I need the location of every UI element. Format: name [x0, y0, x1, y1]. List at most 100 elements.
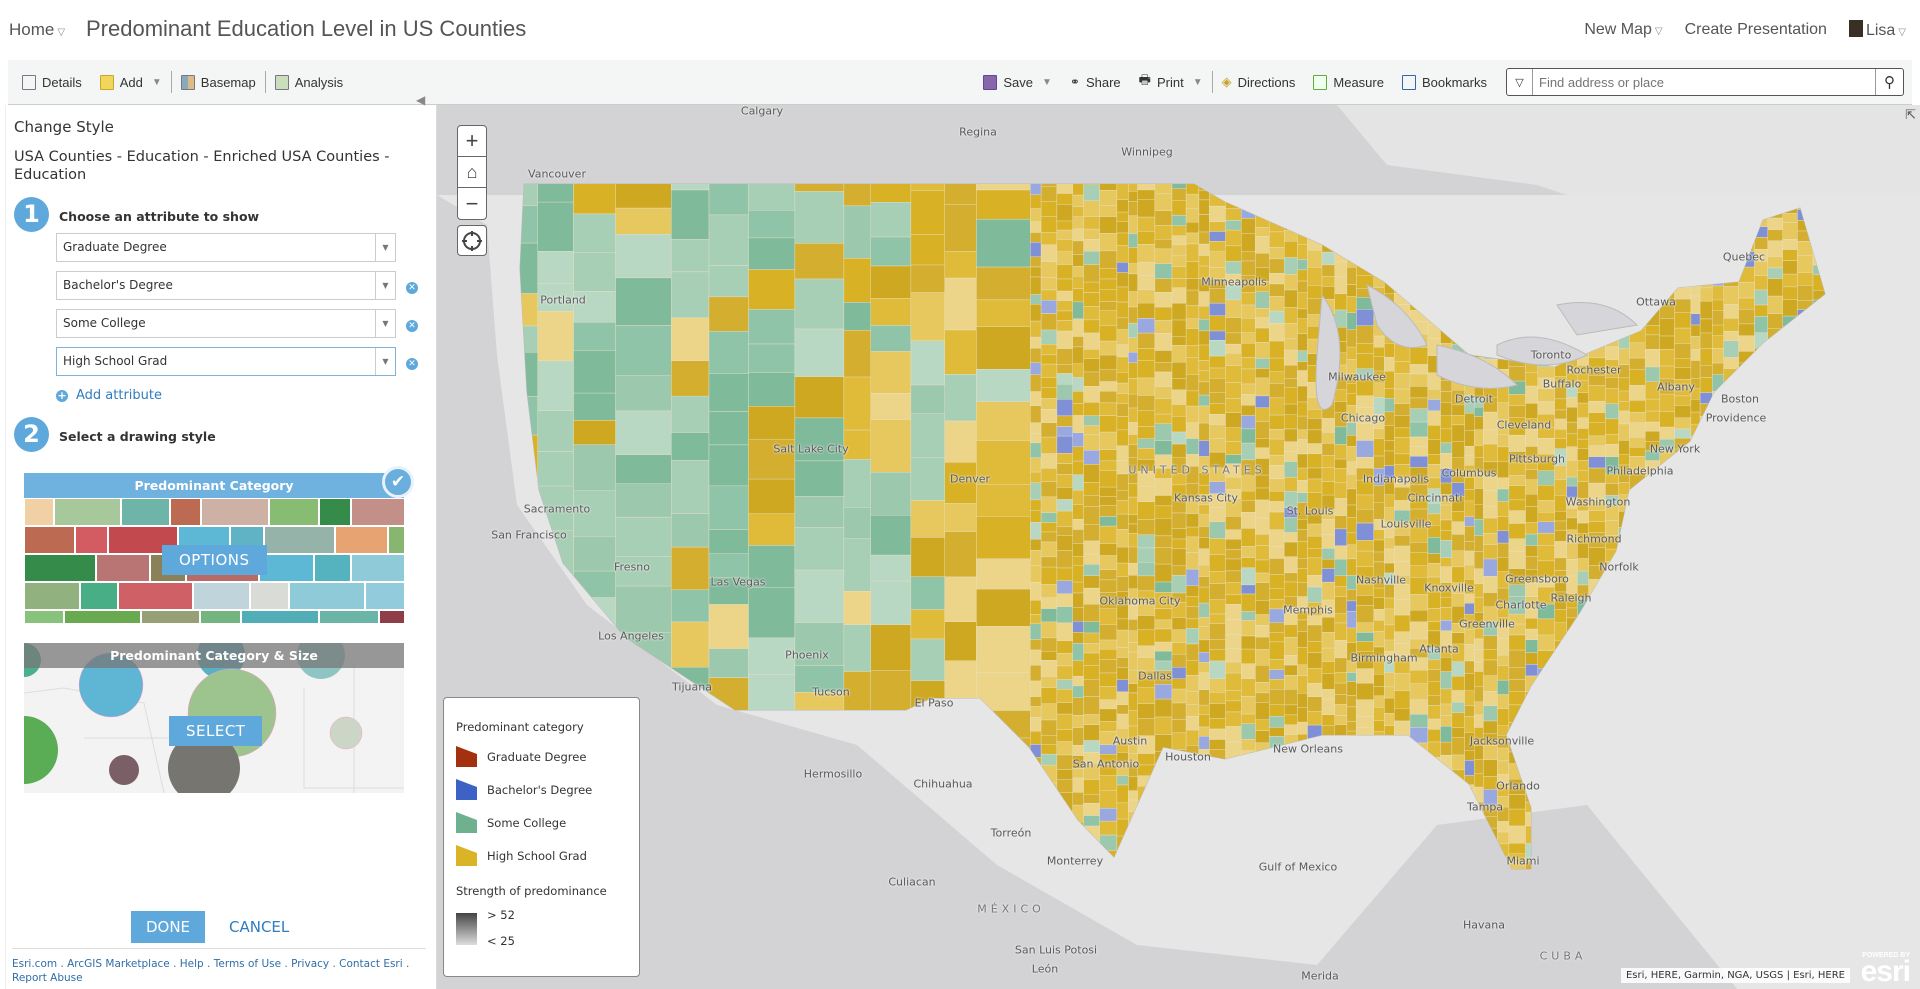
map-view[interactable]: Calgary Regina Winnipeg Vancouver Quebec Otta… [437, 105, 1920, 989]
remove-attribute-icon[interactable]: ✕ [406, 320, 418, 332]
footer-link[interactable]: Esri.com [12, 958, 58, 970]
county-cell [615, 454, 672, 485]
county-cell [1040, 387, 1058, 399]
county-cell [1307, 557, 1323, 576]
county-cell [1394, 879, 1410, 896]
bookmarks-button[interactable]: Bookmarks [1393, 74, 1496, 90]
share-button[interactable]: ⚭ Share [1061, 75, 1130, 90]
county-cell [1440, 607, 1453, 621]
county-cell [1072, 254, 1084, 267]
county-cell [1099, 190, 1118, 206]
county-cell [1269, 501, 1285, 513]
county-cell [1040, 244, 1058, 263]
county-cell [1767, 217, 1783, 230]
county-cell [1618, 401, 1630, 412]
county-cell [1618, 423, 1630, 441]
county-cell [1428, 870, 1441, 883]
measure-button[interactable]: Measure [1304, 74, 1393, 90]
footer-link[interactable]: Report Abuse [12, 972, 83, 984]
details-button[interactable]: Details [8, 74, 91, 90]
county-cell [1497, 477, 1510, 490]
footer-link[interactable]: Privacy [291, 958, 330, 970]
county-cell [1473, 568, 1484, 585]
map-label: Greensboro [1505, 572, 1569, 586]
county-cell [1409, 594, 1429, 611]
directions-button[interactable]: ◈ Directions [1213, 74, 1305, 90]
zoom-in-button[interactable]: + [458, 126, 486, 157]
basemap-button[interactable]: Basemap [172, 74, 265, 90]
county-cell [1030, 433, 1042, 444]
county-cell [1373, 551, 1385, 563]
search-source-dropdown[interactable]: ▽ [1507, 69, 1533, 95]
county-cell [1427, 681, 1441, 696]
county-cell [708, 731, 749, 773]
footer-link[interactable]: ArcGIS Marketplace [67, 958, 170, 970]
county-cell [1645, 348, 1661, 368]
save-button[interactable]: Save ▼ [974, 74, 1061, 90]
search-icon[interactable]: ⚲ [1875, 69, 1903, 95]
county-cell [1083, 425, 1100, 436]
print-button[interactable]: 🖶 Print ▼ [1130, 71, 1212, 93]
county-cell [1373, 347, 1385, 357]
county-cell [1567, 884, 1578, 895]
county-cell [1225, 570, 1242, 583]
county-cell [1307, 453, 1323, 469]
add-attribute-link[interactable]: + Add attribute [56, 388, 162, 403]
cancel-button[interactable]: CANCEL [229, 918, 290, 936]
county-cell [1269, 679, 1285, 690]
county-cell [944, 840, 977, 869]
attribute-select[interactable]: High School Grad ▼ [56, 347, 396, 376]
style-tile-predominant-category-size[interactable]: Predominant Category & Size SELECT [24, 643, 404, 793]
expand-icon[interactable]: ⇱ [1905, 107, 1916, 122]
county-cell [1394, 388, 1411, 404]
county-cell [1040, 735, 1058, 746]
analysis-button[interactable]: Analysis [266, 74, 352, 90]
county-cell [1525, 812, 1538, 827]
attribute-select[interactable]: Some College ▼ [56, 309, 396, 338]
county-cell [1099, 267, 1118, 280]
county-cell [1072, 685, 1084, 699]
zoom-out-button[interactable]: − [465, 190, 479, 216]
county-cell [1241, 723, 1256, 740]
county-cell [1334, 682, 1348, 695]
add-button[interactable]: Add ▼ [91, 74, 171, 90]
county-cell [1373, 356, 1385, 372]
create-presentation-link[interactable]: Create Presentation [1684, 21, 1827, 38]
remove-attribute-icon[interactable]: ✕ [406, 358, 418, 370]
attribute-select[interactable]: Bachelor's Degree ▼ [56, 271, 396, 300]
footer-link[interactable]: Help [179, 958, 204, 970]
options-button[interactable]: OPTIONS [162, 545, 267, 575]
county-cell [870, 515, 912, 556]
county-cell [1225, 539, 1242, 550]
new-map-menu[interactable]: New Map ▽ [1584, 21, 1662, 39]
user-menu[interactable]: Lisa ▽ [1848, 20, 1906, 40]
select-button[interactable]: SELECT [169, 716, 263, 746]
attribute-select[interactable]: Graduate Degree ▼ [56, 233, 396, 262]
county-cell [1356, 550, 1375, 567]
county-cell [1116, 329, 1129, 346]
footer-link[interactable]: Terms of Use [213, 958, 282, 970]
search-input[interactable] [1533, 69, 1875, 95]
county-cell [1099, 686, 1118, 700]
county-cell [1186, 165, 1199, 183]
county-cell [1508, 862, 1526, 869]
style-tile-predominant-category[interactable]: Predominant Category OPTIONS [24, 473, 404, 623]
toolbar: Details Add ▼ Basemap Analysis Save ▼ ⚭ Sha… [8, 60, 1912, 105]
county-cell [976, 189, 1031, 220]
done-button[interactable]: DONE [131, 911, 205, 943]
home-extent-button[interactable]: ⌂ [458, 157, 486, 188]
county-cell [1185, 596, 1199, 608]
county-cell [1154, 518, 1173, 536]
county-cell [1137, 426, 1156, 439]
county-cell [1284, 240, 1298, 258]
county-cell [1566, 607, 1578, 619]
remove-attribute-icon[interactable]: ✕ [406, 282, 418, 294]
county-cell [1099, 402, 1118, 416]
collapse-panel-icon[interactable]: ◀ [416, 93, 426, 107]
county-cell [1674, 417, 1692, 430]
county-cell [1269, 429, 1285, 440]
footer-link[interactable]: Contact Esri [339, 958, 403, 970]
county-cell [1356, 641, 1375, 652]
home-menu[interactable]: Home ▽ [9, 20, 65, 40]
locate-button[interactable] [457, 225, 487, 256]
